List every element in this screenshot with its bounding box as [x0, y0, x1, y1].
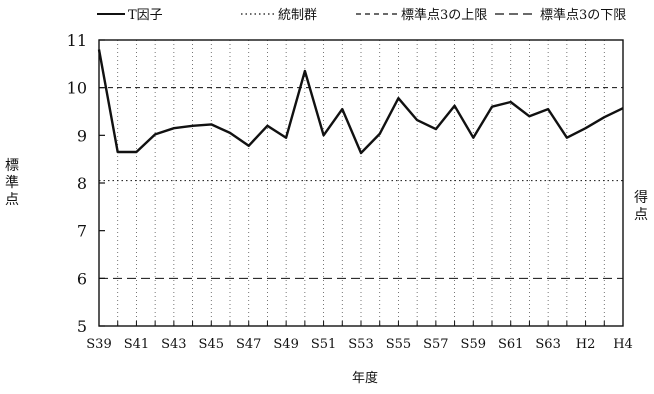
x-tick-label: S61 [498, 337, 523, 352]
x-axis-ticks: S39 S41 S43 S45 S47 S49 S51 S53 S55 S57 S59 S61 S63 H… [86, 321, 633, 352]
y-axis-label-char: 標 [5, 158, 19, 174]
reference-lines [99, 87, 623, 279]
x-tick-label: H4 [613, 337, 633, 352]
y-axis-ticks: 5 6 7 8 9 10 11 [67, 31, 105, 336]
x-tick-label: S53 [348, 337, 373, 352]
y-tick-label: 8 [77, 174, 87, 193]
legend-label: T因子 [128, 8, 163, 23]
y-axis-label-char: 点 [5, 192, 19, 208]
y-tick-label: 6 [77, 269, 87, 288]
x-tick-label: S55 [386, 337, 411, 352]
legend-label: 標準点3の下限 [540, 7, 626, 23]
legend-label: 標準点3の上限 [401, 7, 487, 23]
right-axis-label-char: 点 [634, 207, 648, 223]
y-tick-label: 5 [77, 317, 87, 336]
x-tick-label: S49 [273, 337, 298, 352]
x-tick-label: S51 [311, 337, 336, 352]
x-axis-label: 年度 [352, 370, 378, 386]
series-line-t-factor [97, 49, 624, 155]
right-axis-label: 得点 [634, 189, 648, 223]
y-axis-label: 標準点 [5, 158, 19, 208]
x-tick-label: S63 [535, 337, 560, 352]
vertical-grid [117, 40, 605, 326]
series-layer [97, 49, 624, 155]
right-axis-label-char: 得 [634, 189, 648, 206]
x-tick-label: H2 [576, 337, 596, 352]
x-tick-label: S57 [423, 337, 448, 352]
x-tick-label: S47 [236, 337, 261, 352]
x-tick-label: S59 [461, 337, 486, 352]
legend: T因子 統制群 標準点3の上限 標準点3の下限 [97, 7, 626, 23]
y-tick-label: 11 [67, 31, 87, 50]
legend-label: 統制群 [278, 8, 317, 23]
x-tick-label: S43 [161, 337, 186, 352]
y-axis-label-char: 準 [5, 175, 19, 191]
x-tick-label: S41 [124, 337, 149, 352]
y-tick-label: 9 [77, 126, 87, 145]
y-tick-label: 7 [77, 222, 87, 241]
y-tick-label: 10 [67, 79, 87, 98]
x-tick-label: S39 [86, 337, 111, 352]
x-tick-label: S45 [199, 337, 224, 352]
plot-frame [98, 39, 624, 327]
